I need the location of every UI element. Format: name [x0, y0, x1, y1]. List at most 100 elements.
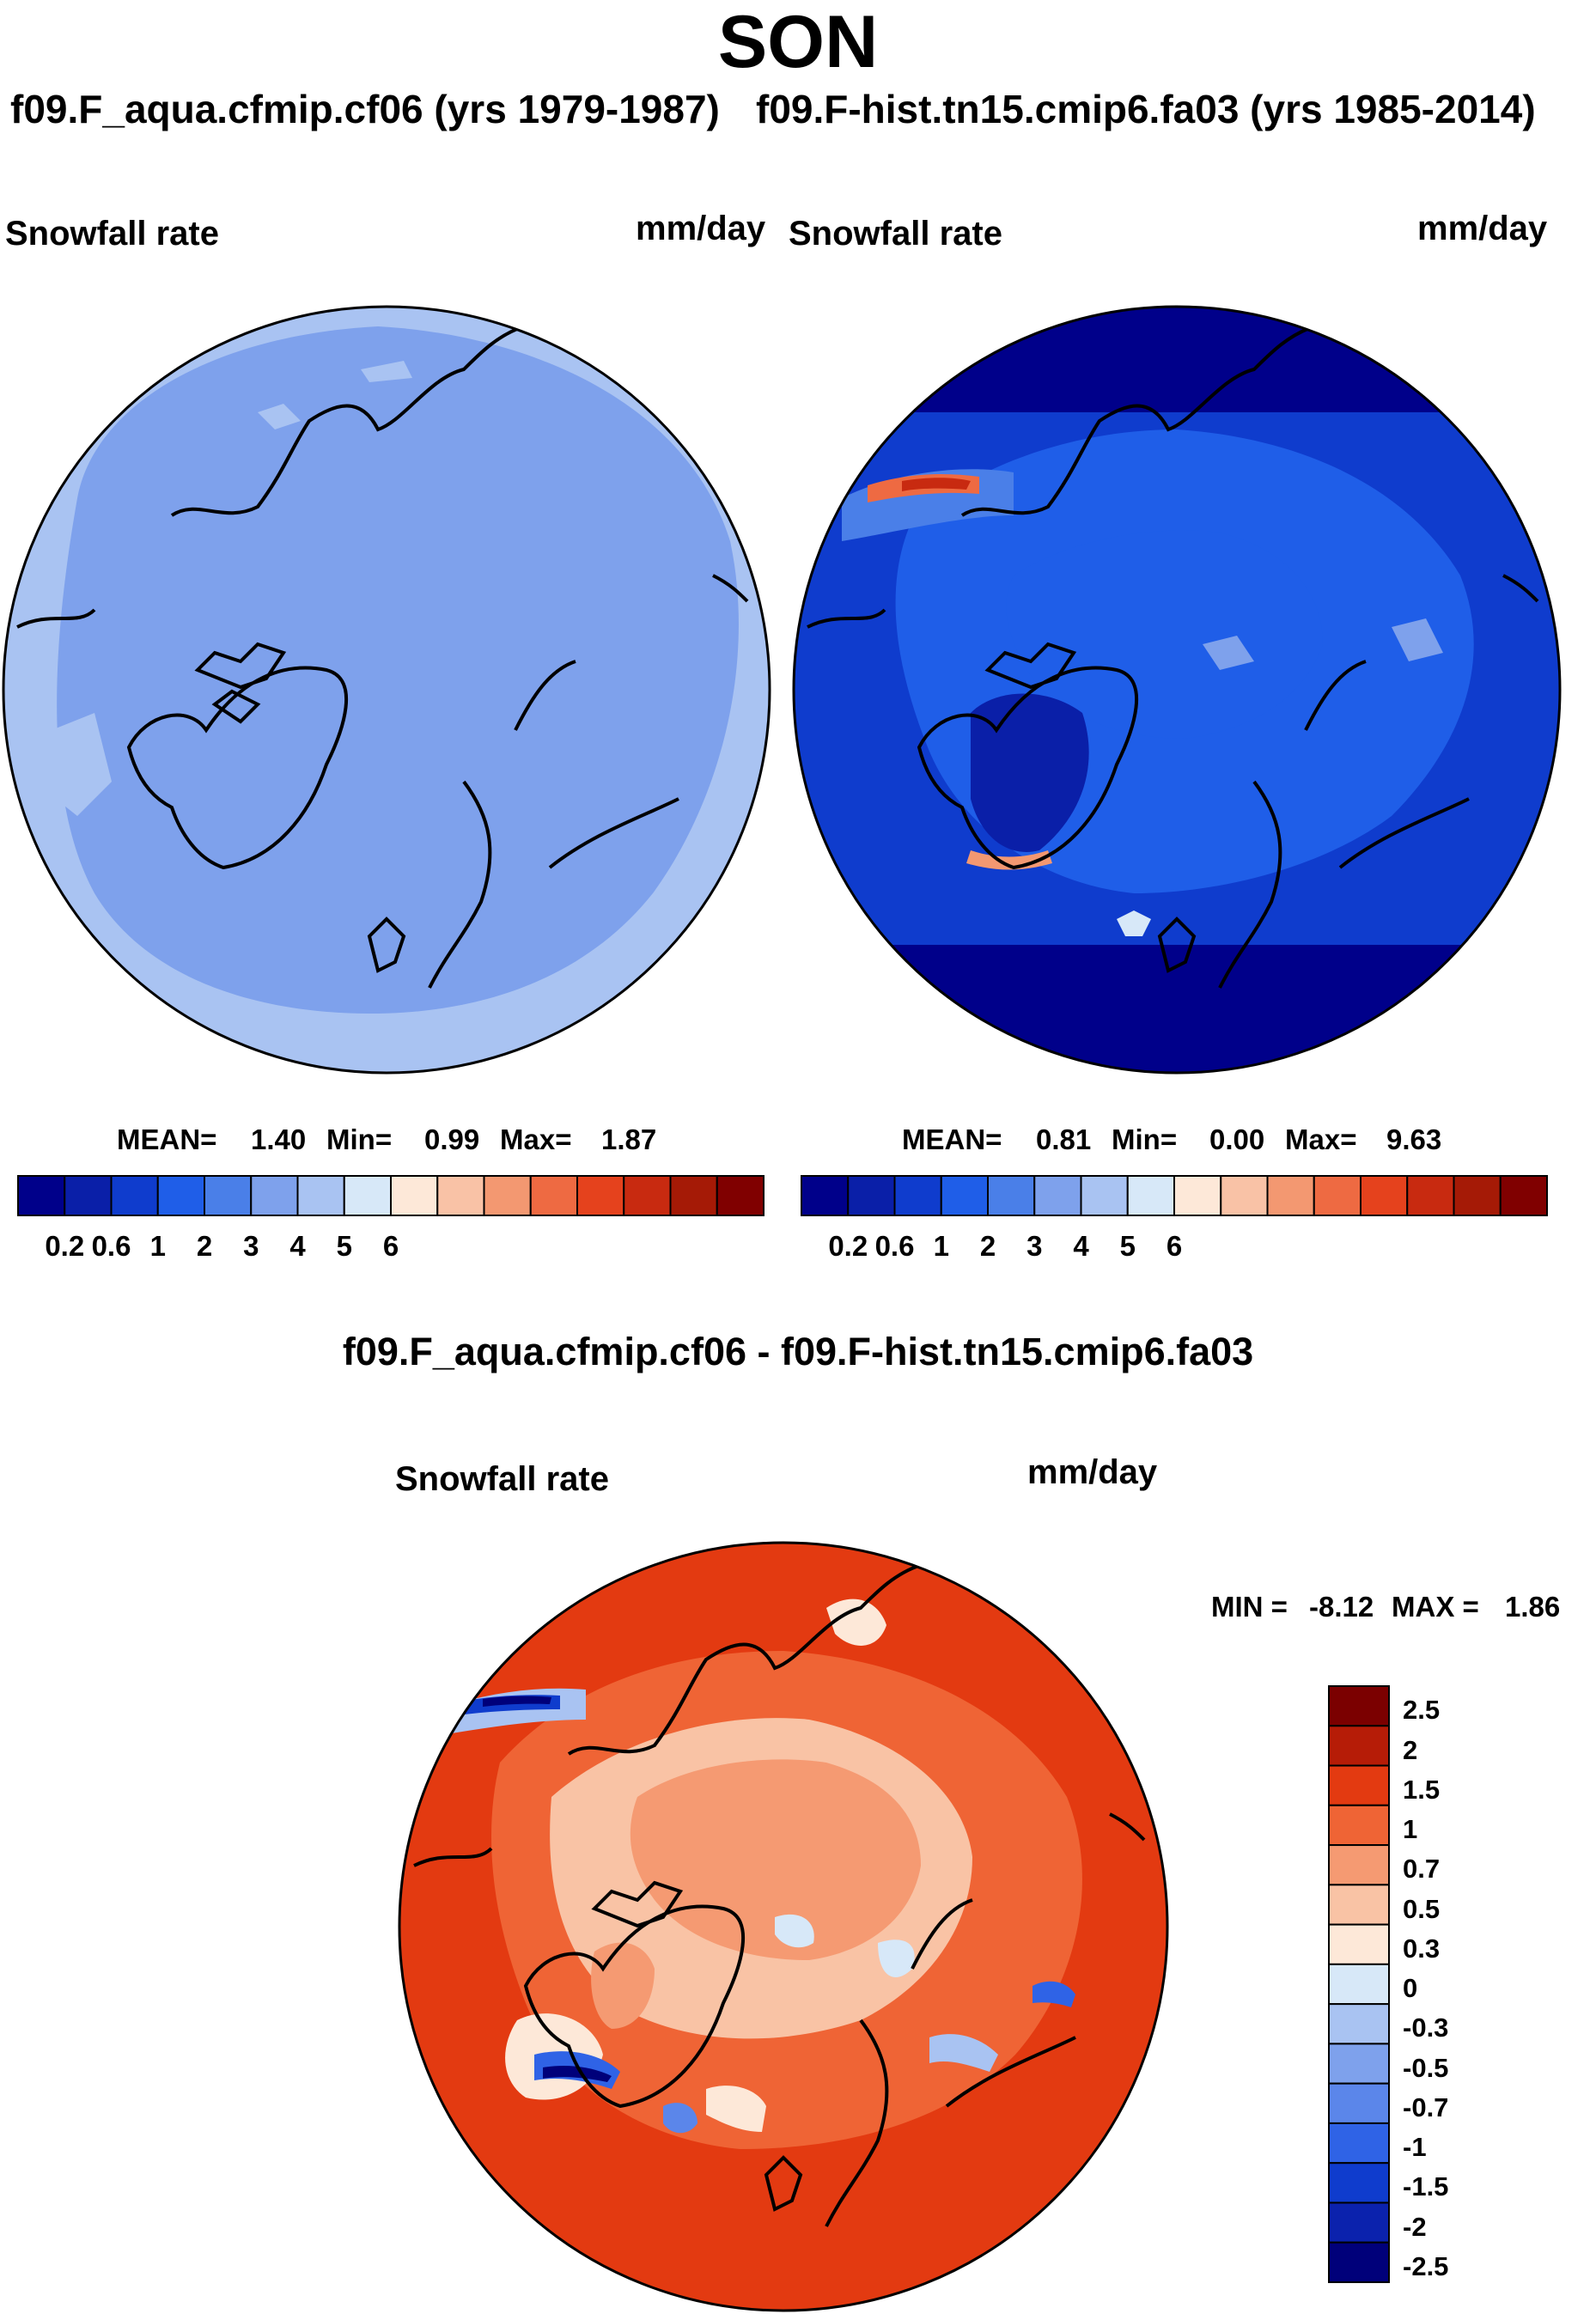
- panel-left-colorbar-swatch: [110, 1175, 159, 1216]
- diff-colorbar-swatch: [1328, 1804, 1390, 1847]
- panel-left-caption: f09.F_aqua.cfmip.cf06 (yrs 1979-1987): [10, 87, 720, 131]
- diff-colorbar-tick-label: -2.5: [1403, 2251, 1449, 2281]
- diff-colorbar-swatch: [1328, 1764, 1390, 1806]
- panel-right-colorbar-swatch: [1360, 1175, 1409, 1216]
- panel-left-colorbar-swatch: [204, 1175, 253, 1216]
- diff-units-label: mm/day: [1027, 1453, 1158, 1491]
- panel-left-max-label: Max=: [500, 1124, 572, 1155]
- panel-left-min-value: 0.99: [424, 1124, 480, 1155]
- panel-left-map: [2, 305, 771, 1075]
- diff-colorbar: [1328, 1685, 1390, 2284]
- panel-left-colorbar-tick-label: 5: [336, 1230, 352, 1262]
- panel-left-mean-value: 1.40: [251, 1124, 307, 1155]
- panel-left-colorbar-swatch: [64, 1175, 113, 1216]
- panel-left-colorbar-swatch: [250, 1175, 299, 1216]
- diff-colorbar-tick-label: -0.5: [1403, 2052, 1449, 2083]
- panel-right-mean-value: 0.81: [1036, 1124, 1092, 1155]
- diff-colorbar-tick-label: 2.5: [1403, 1695, 1441, 1726]
- diff-colorbar-tick-label: -1.5: [1403, 2171, 1449, 2202]
- panel-left-colorbar-swatch: [17, 1175, 66, 1216]
- panel-left-colorbar-tick-label: 3: [243, 1230, 259, 1262]
- diff-colorbar-swatch: [1328, 1685, 1390, 1727]
- panel-left-colorbar-swatch: [483, 1175, 532, 1216]
- panel-left-variable-label: Snowfall rate: [5, 215, 219, 253]
- panel-left-colorbar-tick-label: 0.6: [91, 1230, 131, 1262]
- panel-right-max-value: 9.63: [1386, 1124, 1442, 1155]
- panel-right-colorbar-tick-label: 4: [1073, 1230, 1089, 1262]
- diff-colorbar-tick-label: -2: [1403, 2211, 1427, 2242]
- panel-left-colorbar-swatch: [576, 1175, 625, 1216]
- diff-colorbar-swatch: [1328, 1923, 1390, 1965]
- panel-left-colorbar-swatch: [343, 1175, 392, 1216]
- panel-left-colorbar-tick-label: 1: [149, 1230, 166, 1262]
- panel-right-max-label: Max=: [1285, 1124, 1357, 1155]
- diff-colorbar-tick-label: 0.7: [1403, 1854, 1441, 1885]
- diff-map: [398, 1541, 1169, 2312]
- panel-left-colorbar-swatch: [669, 1175, 718, 1216]
- panel-right-colorbar-swatch: [1080, 1175, 1129, 1216]
- diff-colorbar-tick-label: -0.3: [1403, 2013, 1449, 2043]
- panel-right-colorbar-swatch: [1220, 1175, 1269, 1216]
- panel-right-colorbar-swatch: [1126, 1175, 1175, 1216]
- diff-colorbar-tick-label: 0.5: [1403, 1893, 1441, 1924]
- diff-title: f09.F_aqua.cfmip.cf06 - f09.F-hist.tn15.…: [342, 1330, 1254, 1373]
- panel-right-colorbar-tick-label: 0.6: [874, 1230, 915, 1262]
- diff-colorbar-swatch: [1328, 2043, 1390, 2085]
- diff-colorbar-tick-label: -1: [1403, 2132, 1427, 2163]
- panel-right-colorbar-swatch: [801, 1175, 850, 1216]
- panel-left-min-label: Min=: [326, 1124, 393, 1155]
- diff-colorbar-tick-label: 1.5: [1403, 1774, 1441, 1805]
- diff-colorbar-tick-label: 0.3: [1403, 1933, 1441, 1964]
- panel-right-variable-label: Snowfall rate: [789, 215, 1002, 253]
- diff-colorbar-tick-label: -0.7: [1403, 2092, 1449, 2122]
- panel-right-colorbar-swatch: [1033, 1175, 1082, 1216]
- panel-right-colorbar-swatch: [987, 1175, 1036, 1216]
- diff-colorbar-swatch: [1328, 1884, 1390, 1926]
- panel-left-colorbar-tick-label: 4: [289, 1230, 306, 1262]
- panel-left-colorbar-tick-label: 6: [382, 1230, 399, 1262]
- panel-right-units-label: mm/day: [1417, 210, 1548, 247]
- panel-right-map: [792, 305, 1562, 1075]
- diff-colorbar-swatch: [1328, 2162, 1390, 2204]
- panel-right-min-value: 0.00: [1209, 1124, 1265, 1155]
- diff-colorbar-swatch: [1328, 2241, 1390, 2284]
- diff-colorbar-swatch: [1328, 2003, 1390, 2045]
- panel-left-colorbar-swatch: [296, 1175, 345, 1216]
- panel-right-colorbar-swatch: [847, 1175, 896, 1216]
- panel-left-colorbar-swatch: [529, 1175, 578, 1216]
- panel-right-colorbar-tick-label: 5: [1119, 1230, 1136, 1262]
- panel-right-colorbar-tick-label: 1: [933, 1230, 949, 1262]
- diff-colorbar-swatch: [1328, 1725, 1390, 1767]
- diff-colorbar-tick-label: 1: [1403, 1814, 1418, 1845]
- diff-colorbar-swatch: [1328, 2082, 1390, 2124]
- panel-right-colorbar-swatch: [1313, 1175, 1361, 1216]
- panel-right-colorbar-tick-label: 2: [979, 1230, 996, 1262]
- panel-left-colorbar-swatch: [156, 1175, 205, 1216]
- season-title: SON: [717, 1, 879, 83]
- panel-right-colorbar-swatch: [1406, 1175, 1455, 1216]
- diff-min-label: MIN =: [1211, 1591, 1288, 1623]
- panel-right-colorbar: [801, 1175, 1548, 1216]
- diff-min-value: -8.12: [1309, 1591, 1374, 1623]
- diff-colorbar-swatch: [1328, 2122, 1390, 2165]
- panel-right-colorbar-swatch: [1266, 1175, 1315, 1216]
- panel-left-units-label: mm/day: [636, 210, 766, 247]
- panel-left-max-value: 1.87: [601, 1124, 657, 1155]
- panel-left-colorbar-swatch: [436, 1175, 485, 1216]
- panel-right-colorbar-swatch: [1499, 1175, 1548, 1216]
- panel-right-caption: f09.F-hist.tn15.cmip6.fa03 (yrs 1985-201…: [756, 87, 1536, 131]
- panel-right-colorbar-tick-label: 0.2: [828, 1230, 868, 1262]
- panel-left-colorbar-swatch: [716, 1175, 764, 1216]
- diff-colorbar-swatch: [1328, 1844, 1390, 1886]
- panel-right-colorbar-swatch: [1173, 1175, 1222, 1216]
- panel-right-colorbar-tick-label: 3: [1026, 1230, 1043, 1262]
- diff-colorbar-tick-label: 0: [1403, 1973, 1418, 2004]
- panel-left-colorbar-tick-label: 2: [196, 1230, 213, 1262]
- panel-right-colorbar-swatch: [1453, 1175, 1502, 1216]
- diff-colorbar-swatch: [1328, 2201, 1390, 2244]
- panel-right-min-label: Min=: [1112, 1124, 1178, 1155]
- diff-colorbar-swatch: [1328, 1963, 1390, 2006]
- panel-left-colorbar-swatch: [623, 1175, 672, 1216]
- panel-right-mean-label: MEAN=: [902, 1124, 1002, 1155]
- panel-left-colorbar-swatch: [390, 1175, 439, 1216]
